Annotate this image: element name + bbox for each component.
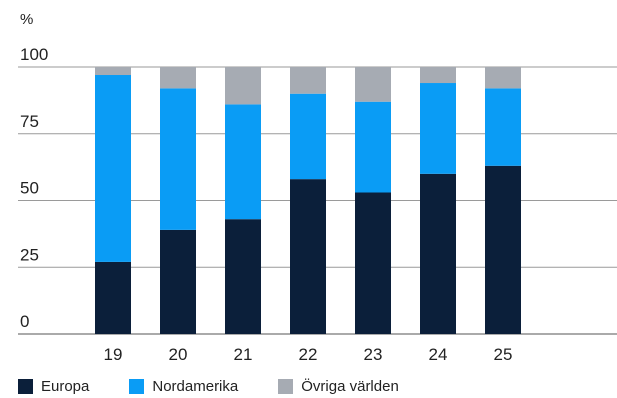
legend-swatch-nordamerika: [129, 379, 145, 394]
y-tick-label: 75: [20, 112, 39, 131]
legend-swatch-ovriga: [278, 379, 294, 394]
y-tick-label: 50: [20, 179, 39, 198]
bar-segment-europa-19: [95, 261, 131, 334]
bar-segment-nordamerika-23: [355, 101, 391, 193]
y-tick-label: 0: [20, 312, 29, 331]
bar-segment-nordamerika-24: [420, 83, 456, 174]
bar-segment--vriga-v-rlden-21: [225, 67, 261, 105]
bar-segment--vriga-v-rlden-22: [290, 67, 326, 94]
y-unit-label: %: [20, 11, 33, 28]
bar-segment-europa-20: [160, 229, 196, 334]
bar-segment-nordamerika-21: [225, 104, 261, 220]
bar-segment-europa-21: [225, 219, 261, 334]
bar-segment-nordamerika-22: [290, 93, 326, 180]
bar-segment-nordamerika-20: [160, 88, 196, 230]
bar-segment--vriga-v-rlden-20: [160, 67, 196, 89]
bar-segment--vriga-v-rlden-24: [420, 67, 456, 84]
legend-label-nordamerika: Nordamerika: [152, 378, 239, 395]
bar-segment-europa-23: [355, 192, 391, 334]
bar-segment--vriga-v-rlden-25: [485, 67, 521, 89]
y-axis-labels: 0 25 50 75 100: [20, 45, 48, 331]
legend-swatch-europa: [18, 379, 33, 394]
bars: [95, 67, 521, 334]
legend-label-europa: Europa: [41, 378, 90, 395]
legend-label-ovriga: Övriga världen: [301, 378, 399, 395]
bar-segment--vriga-v-rlden-23: [355, 67, 391, 102]
legend-item-europa: Europa: [18, 378, 89, 395]
x-tick-label: 21: [234, 345, 253, 364]
x-tick-label: 25: [494, 345, 513, 364]
legend-item-nordamerika: Nordamerika: [129, 378, 238, 395]
legend-item-ovriga: Övriga världen: [278, 378, 399, 395]
x-axis-labels: 19 20 21 22 23 24 25: [104, 345, 513, 364]
bar-segment-nordamerika-19: [95, 75, 131, 262]
bar-segment-europa-25: [485, 165, 521, 334]
stacked-bar-chart: % 0 25 50 75 100 19 20 21 22 23 24 25: [18, 11, 617, 364]
y-tick-label: 100: [20, 45, 48, 64]
x-tick-label: 19: [104, 345, 123, 364]
x-tick-label: 24: [429, 345, 448, 364]
legend: Europa Nordamerika Övriga världen: [18, 378, 439, 395]
x-tick-label: 23: [364, 345, 383, 364]
y-tick-label: 25: [20, 245, 39, 264]
bar-segment-europa-22: [290, 179, 326, 334]
bar-segment-europa-24: [420, 173, 456, 334]
x-tick-label: 20: [169, 345, 188, 364]
bar-segment-nordamerika-25: [485, 88, 521, 166]
x-tick-label: 22: [299, 345, 318, 364]
bar-segment--vriga-v-rlden-19: [95, 67, 131, 76]
